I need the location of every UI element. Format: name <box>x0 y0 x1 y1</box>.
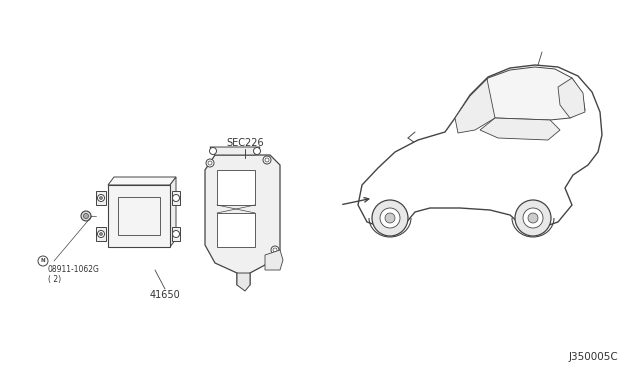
Polygon shape <box>475 67 585 120</box>
Circle shape <box>83 214 88 218</box>
Circle shape <box>240 277 244 281</box>
Polygon shape <box>265 250 283 270</box>
Polygon shape <box>237 273 250 291</box>
Circle shape <box>238 275 246 283</box>
Circle shape <box>263 156 271 164</box>
Text: J350005C: J350005C <box>568 352 618 362</box>
Circle shape <box>271 246 279 254</box>
Circle shape <box>523 208 543 228</box>
Text: SEC226: SEC226 <box>226 138 264 148</box>
Circle shape <box>173 231 179 237</box>
Text: 08911-1062G
( 2): 08911-1062G ( 2) <box>48 265 100 285</box>
Circle shape <box>209 148 216 154</box>
Polygon shape <box>172 227 180 241</box>
Polygon shape <box>455 79 495 133</box>
Circle shape <box>206 159 214 167</box>
Circle shape <box>97 231 104 237</box>
Circle shape <box>81 211 91 221</box>
Circle shape <box>253 148 260 154</box>
Polygon shape <box>170 177 176 247</box>
Polygon shape <box>96 191 106 205</box>
Circle shape <box>99 196 102 199</box>
Text: 41650: 41650 <box>150 290 180 300</box>
Circle shape <box>97 195 104 202</box>
Circle shape <box>385 213 395 223</box>
Circle shape <box>208 161 212 165</box>
Polygon shape <box>108 185 170 247</box>
Polygon shape <box>558 78 585 118</box>
Circle shape <box>372 200 408 236</box>
Polygon shape <box>217 170 255 205</box>
Polygon shape <box>480 118 560 140</box>
Polygon shape <box>210 147 260 155</box>
Circle shape <box>38 256 48 266</box>
Circle shape <box>528 213 538 223</box>
Circle shape <box>273 248 277 252</box>
Circle shape <box>515 200 551 236</box>
Polygon shape <box>172 191 180 205</box>
Circle shape <box>173 195 179 202</box>
Circle shape <box>99 232 102 235</box>
Polygon shape <box>108 177 176 185</box>
Polygon shape <box>96 227 106 241</box>
Text: N: N <box>41 259 45 263</box>
Circle shape <box>265 158 269 162</box>
Polygon shape <box>205 155 280 285</box>
Polygon shape <box>358 65 602 228</box>
Polygon shape <box>217 213 255 247</box>
Circle shape <box>380 208 400 228</box>
